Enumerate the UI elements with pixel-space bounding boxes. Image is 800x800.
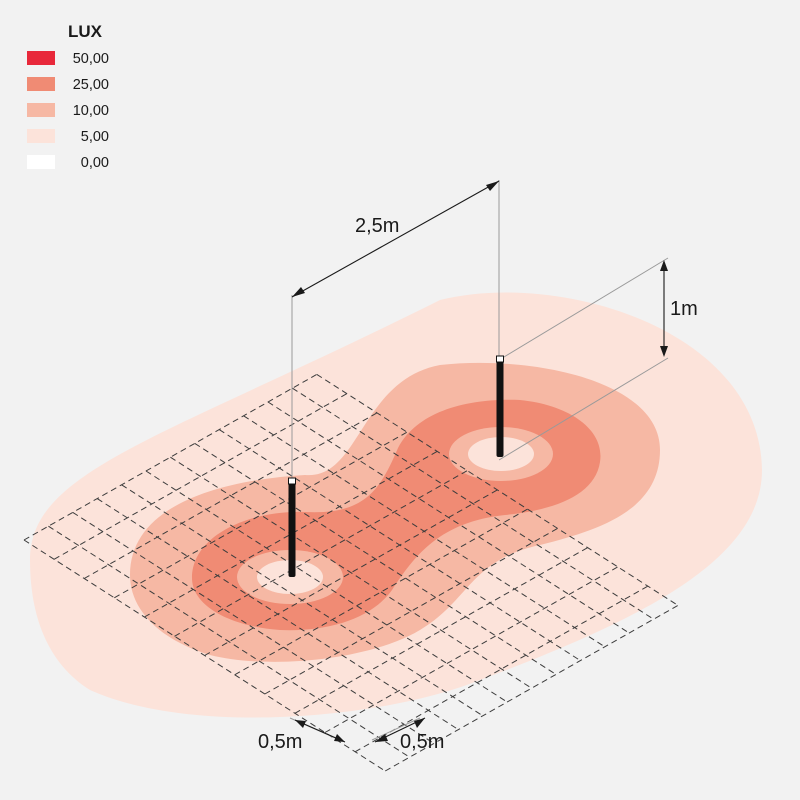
- grid-line: [72, 511, 435, 744]
- light-poles: [288, 355, 504, 577]
- height-label: 1m: [670, 298, 698, 320]
- arrowhead-icon: [295, 720, 306, 728]
- spacing-dimension: 2,5m: [291, 180, 500, 298]
- legend-title: LUX: [68, 22, 103, 41]
- grid-line: [174, 470, 468, 637]
- arrowhead-icon: [486, 181, 499, 191]
- grid-line: [354, 585, 649, 753]
- arrowhead-icon: [334, 734, 345, 742]
- grid-line: [53, 393, 348, 560]
- pole-shaft: [496, 360, 504, 457]
- arrowhead-icon: [375, 734, 388, 742]
- arrowhead-icon: [292, 287, 305, 297]
- grid-line: [23, 373, 318, 541]
- grid-line: [294, 547, 588, 714]
- grid-line: [384, 604, 679, 772]
- legend-swatch: [27, 77, 55, 91]
- arrowhead-icon: [660, 346, 668, 357]
- grid-dimension-left: 0,5m: [258, 719, 346, 753]
- grid-line: [48, 525, 410, 758]
- legend-label: 50,00: [73, 51, 109, 67]
- grid-line: [316, 373, 679, 606]
- grid-line: [83, 412, 378, 579]
- extension-lines: [289, 180, 669, 741]
- legend-label: 5,00: [81, 129, 109, 145]
- height-dimension: 1m: [660, 260, 698, 357]
- arrowhead-icon: [660, 260, 668, 271]
- grid-left-label: 0,5m: [258, 731, 302, 753]
- extension-line-grid-b: [371, 717, 421, 741]
- grid-line: [324, 566, 619, 733]
- zone-center-left: [257, 560, 323, 594]
- grid-line: [234, 508, 528, 676]
- grid-line: [204, 489, 498, 656]
- grid-line: [264, 527, 558, 695]
- grid-right-label: 0,5m: [400, 731, 444, 753]
- grid-line: [194, 442, 557, 675]
- legend-label: 25,00: [73, 77, 109, 93]
- grid-line: [114, 431, 408, 599]
- legend-swatch: [27, 103, 55, 117]
- light-pole-right: [496, 355, 504, 457]
- dimension-lines: 2,5m 1m 0,5m 0,5m: [258, 180, 698, 753]
- illuminance-zones: [30, 292, 762, 718]
- pole-cap: [496, 355, 504, 363]
- spacing-arrow-line: [291, 180, 500, 298]
- grid-line: [170, 456, 532, 689]
- light-pole-left: [288, 477, 296, 577]
- legend-swatch: [27, 155, 55, 169]
- legend-swatch: [27, 51, 55, 65]
- extension-line-height-bottom: [498, 357, 669, 461]
- grid-line: [292, 387, 654, 620]
- arrowhead-icon: [414, 718, 425, 728]
- extension-line-height-top: [498, 257, 669, 361]
- pole-cap: [288, 477, 296, 485]
- floor-grid: [23, 373, 679, 772]
- legend-swatch: [27, 129, 55, 143]
- grid-dimension-right: 0,5m: [374, 717, 444, 753]
- legend-label: 0,00: [81, 155, 109, 171]
- legend: LUX 50,00 25,00 10,00 5,00 0,00: [27, 22, 109, 171]
- grid-line: [144, 450, 438, 618]
- pole-shaft: [288, 482, 296, 577]
- spacing-label: 2,5m: [355, 215, 399, 237]
- legend-label: 10,00: [73, 103, 109, 119]
